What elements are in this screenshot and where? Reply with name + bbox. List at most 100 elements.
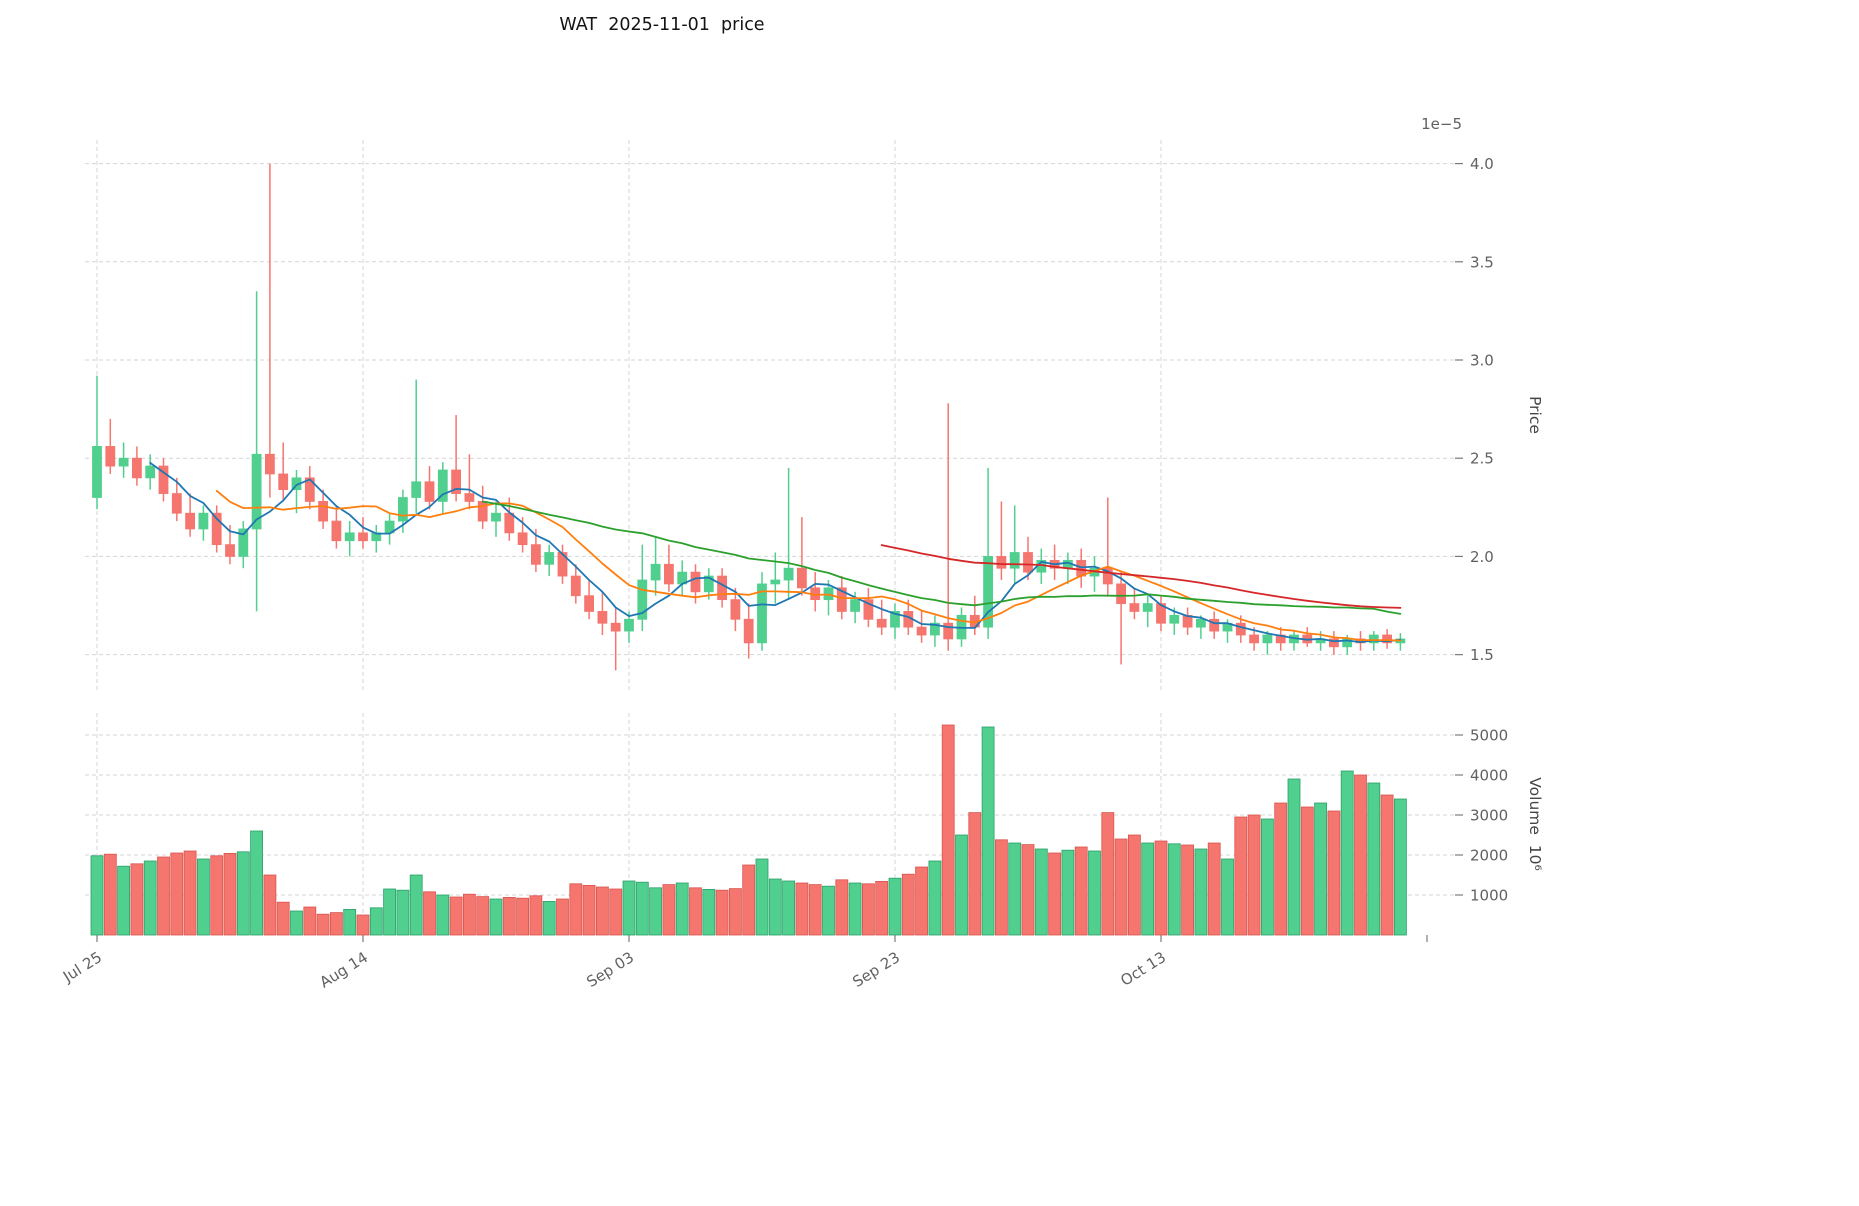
volume-bar bbox=[263, 874, 277, 936]
volume-bar bbox=[1008, 842, 1022, 936]
candle-down bbox=[504, 512, 515, 534]
volume-bar bbox=[1181, 844, 1194, 936]
volume-bar bbox=[343, 909, 357, 936]
volume-bar bbox=[742, 864, 756, 936]
volume-bar bbox=[928, 860, 942, 936]
volume-bar bbox=[502, 897, 516, 936]
volume-bar bbox=[1207, 842, 1221, 936]
candle-down bbox=[477, 501, 488, 522]
volume-bar bbox=[955, 834, 968, 936]
volume-bar bbox=[210, 855, 224, 936]
candle-down bbox=[331, 520, 342, 542]
candle-up bbox=[1142, 603, 1153, 612]
volume-bar bbox=[875, 881, 889, 936]
candle-down bbox=[1235, 622, 1246, 636]
candle-up bbox=[783, 567, 794, 581]
volume-tick-label: 1000 bbox=[1470, 887, 1508, 905]
volume-bar bbox=[1354, 774, 1367, 936]
candle-up bbox=[437, 469, 448, 502]
ma-10-line bbox=[215, 489, 1402, 642]
candle-down bbox=[1329, 638, 1339, 648]
volume-bar bbox=[409, 874, 423, 936]
volume-bar bbox=[1261, 818, 1274, 936]
volume-bar bbox=[130, 863, 144, 936]
price-tick-label: 2.5 bbox=[1470, 450, 1494, 468]
volume-bar bbox=[1141, 842, 1155, 936]
candle-up bbox=[1169, 614, 1180, 624]
volume-bar bbox=[649, 887, 662, 936]
candle-up bbox=[397, 497, 408, 522]
candle-down bbox=[863, 599, 874, 620]
candle-down bbox=[185, 512, 196, 530]
volume-bar bbox=[981, 726, 995, 936]
price-tick-label: 1.5 bbox=[1470, 646, 1494, 664]
volume-tick-label: 5000 bbox=[1470, 727, 1508, 745]
x-tick-label: Oct 13 bbox=[1117, 948, 1169, 990]
volume-tick-label: 4000 bbox=[1470, 767, 1508, 785]
volume-bar bbox=[250, 830, 264, 936]
price-tick-label: 4.0 bbox=[1470, 155, 1494, 173]
volume-bar bbox=[183, 850, 197, 936]
volume-bar bbox=[582, 885, 596, 936]
volume-bar bbox=[808, 884, 822, 936]
volume-bar bbox=[768, 878, 782, 936]
volume-bar bbox=[675, 882, 689, 936]
candle-up bbox=[650, 563, 661, 581]
volume-bar bbox=[423, 891, 436, 936]
price-axis-label: Price bbox=[1526, 396, 1544, 434]
candle-down bbox=[318, 501, 329, 522]
candle-down bbox=[1023, 552, 1033, 573]
volume-bar bbox=[995, 839, 1008, 936]
volume-bar bbox=[835, 879, 849, 936]
volume-bar bbox=[662, 884, 676, 936]
candle-down bbox=[717, 575, 727, 601]
price-tick-label: 3.0 bbox=[1470, 352, 1494, 370]
candle-down bbox=[304, 477, 315, 502]
volume-bar bbox=[303, 906, 317, 936]
candle-up bbox=[983, 556, 993, 628]
volume-bar bbox=[1314, 802, 1327, 936]
volume-bar bbox=[529, 895, 543, 936]
volume-bar bbox=[556, 898, 569, 936]
volume-bar bbox=[1221, 858, 1234, 936]
volume-bar bbox=[1367, 782, 1381, 936]
candle-down bbox=[1129, 603, 1140, 612]
candle-down bbox=[876, 618, 887, 628]
volume-bar bbox=[822, 885, 835, 936]
candle-down bbox=[916, 626, 927, 636]
candle-down bbox=[451, 469, 462, 494]
volume-tick-label: 2000 bbox=[1470, 847, 1508, 865]
volume-bar bbox=[1300, 806, 1314, 936]
volume-bar bbox=[396, 889, 410, 936]
volume-bar bbox=[1061, 849, 1075, 936]
candle-down bbox=[836, 587, 847, 612]
candle-down bbox=[424, 481, 435, 502]
volume-bar bbox=[1340, 770, 1354, 936]
candle-down bbox=[730, 599, 741, 620]
volume-bar bbox=[782, 880, 795, 936]
candle-down bbox=[1116, 583, 1126, 604]
candle-down bbox=[358, 532, 368, 542]
candle-down bbox=[105, 446, 116, 467]
volume-bar bbox=[1034, 848, 1048, 936]
volume-bar bbox=[1234, 816, 1248, 936]
price-offset-label: 1e−5 bbox=[1421, 115, 1462, 133]
candle-up bbox=[491, 512, 501, 522]
candle-up bbox=[770, 579, 781, 585]
candle-up bbox=[624, 618, 634, 632]
volume-bar bbox=[117, 865, 130, 936]
volume-bar bbox=[1021, 844, 1035, 936]
volume-bar bbox=[1394, 798, 1407, 936]
candle-up bbox=[757, 583, 767, 644]
candle-down bbox=[584, 595, 594, 612]
volume-bar bbox=[369, 907, 383, 936]
candle-down bbox=[517, 532, 528, 546]
candle-down bbox=[1249, 634, 1259, 644]
volume-bar bbox=[157, 856, 170, 936]
volume-bar bbox=[449, 896, 463, 936]
candle-up bbox=[92, 446, 102, 498]
volume-bar bbox=[715, 889, 729, 936]
candle-down bbox=[797, 567, 807, 589]
candle-down bbox=[158, 465, 169, 494]
